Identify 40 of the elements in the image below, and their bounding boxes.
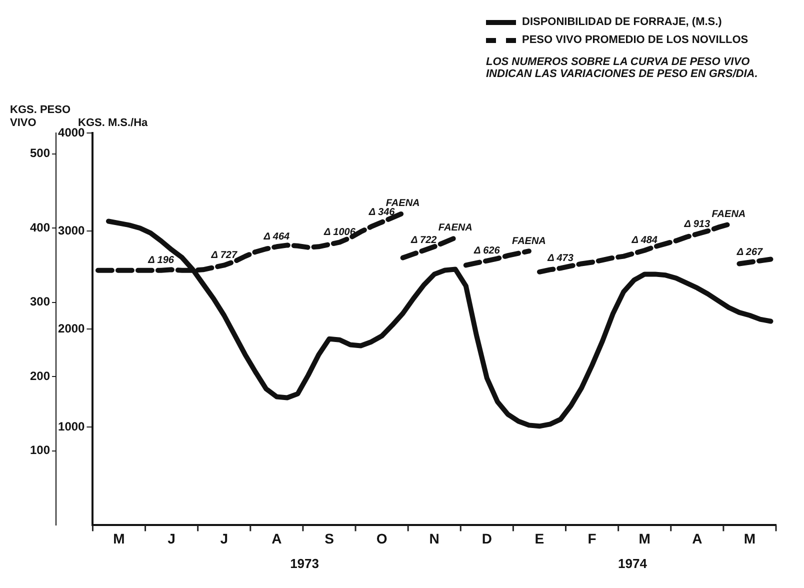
data-label: FAENA	[712, 209, 746, 220]
x-tick-label: M	[744, 530, 756, 546]
data-label: Δ 267	[736, 247, 764, 258]
x-tick-label: M	[113, 530, 125, 546]
data-label: Δ 484	[630, 235, 658, 246]
data-label: Δ 913	[683, 218, 710, 230]
x-tick-label: S	[324, 530, 334, 546]
text: 1973	[290, 556, 319, 572]
x-tick-label: M	[638, 530, 650, 546]
data-label: Δ 464	[262, 231, 290, 242]
y-tick-label: 3000	[58, 223, 86, 238]
y-tick-label: 2000	[58, 321, 86, 336]
y2-tick-label: 400	[30, 220, 50, 234]
y2-tick-label: 500	[30, 146, 50, 160]
data-label: FAENA	[512, 236, 546, 247]
x-tick-label: J	[220, 530, 228, 546]
legend-label: DISPONIBILIDAD DE FORRAJE, (M.S.)	[522, 16, 722, 28]
data-label: Δ 722	[410, 235, 438, 246]
legend-label: PESO VIVO PROMEDIO DE LOS NOVILLOS	[522, 34, 748, 46]
text: 1974	[618, 556, 648, 572]
y2-tick-label: 300	[30, 294, 50, 309]
data-label: Δ 473	[546, 252, 574, 264]
x-tick-label: O	[376, 530, 388, 546]
data-label: FAENA	[438, 222, 472, 234]
x-tick-label: F	[588, 530, 597, 546]
x-tick-label: A	[692, 530, 702, 546]
y2-tick-label: 100	[30, 443, 50, 458]
x-tick-label: A	[272, 530, 282, 546]
data-label: Δ 727	[210, 250, 238, 261]
x-tick-label: J	[168, 530, 176, 546]
data-label: Δ 346	[368, 206, 396, 218]
data-label: Δ 196	[147, 255, 174, 266]
y-tick-label: 1000	[58, 419, 86, 434]
x-tick-label: E	[534, 530, 544, 546]
data-label: Δ 626	[473, 246, 500, 257]
data-label: FAENA	[386, 198, 420, 209]
x-tick-label: N	[429, 530, 440, 546]
x-tick-label: D	[482, 530, 492, 546]
text: LOS NUMEROS SOBRE LA CURVA DE PESO VIVO INDICAN LAS VARIACIONES DE PESO EN GRS/DIA.	[486, 56, 759, 80]
y2-tick-label: 200	[30, 368, 50, 383]
